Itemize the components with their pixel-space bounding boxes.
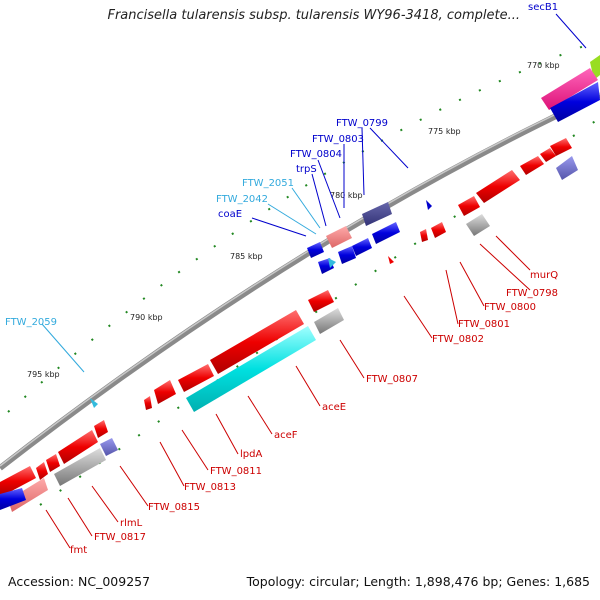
gene-navy [362,202,392,226]
label-FTW_0817: FTW_0817 [94,532,146,543]
gene-red-9 [178,364,214,392]
map-title: Francisella tularensis subsp. tularensis… [107,8,520,23]
gene-red-2 [520,156,544,175]
blue-marker-small [426,200,432,210]
gene-gray-3 [54,448,106,486]
label-FTW_0803: FTW_0803 [312,134,364,145]
gene-red-15 [0,466,36,496]
label-FTW_0813: FTW_0813 [184,482,236,493]
rna-feature-2 [90,398,98,408]
label-FTW_2051: FTW_2051 [242,178,294,189]
genome-backbone-highlight [0,92,600,467]
gene-purple-1 [556,156,578,180]
gene-magenta [541,68,598,110]
gene-red-16 [94,420,108,438]
kbp-tick-795: 795 kbp [27,370,60,379]
label-FTW_0815: FTW_0815 [148,502,200,513]
genome-summary-text: Topology: circular; Length: 1,898,476 bp… [246,574,590,589]
gene-pink [326,226,352,248]
gene-red-12 [58,430,98,464]
gene-red-long-1 [210,310,304,374]
label-FTW_0802: FTW_0802 [432,334,484,345]
gene-gray-1 [466,214,490,236]
kbp-tick-780: 780 kbp [330,191,363,200]
label-FTW_0811: FTW_0811 [210,466,262,477]
gene-pink-2 [8,478,48,512]
rna-feature-1 [328,258,336,268]
label-murQ: murQ [530,270,558,281]
gene-blue-1 [372,222,400,244]
label-FTW_0807: FTW_0807 [366,374,418,385]
gene-blue-3 [338,246,356,264]
label-lpdA: lpdA [240,449,262,460]
label-secB1: secB1 [528,2,558,13]
label-aceE: aceE [322,402,346,413]
genome-backbone [0,92,600,471]
kbp-ticks: 770 kbp 775 kbp 780 kbp 785 kbp 790 kbp … [27,61,560,379]
gene-blue-bottom [0,488,26,510]
gene-red-13 [46,454,60,472]
label-FTW_0799: FTW_0799 [336,118,388,129]
label-FTW_2059: FTW_2059 [5,317,57,328]
label-FTW_0801: FTW_0801 [458,319,510,330]
label-aceF: aceF [274,430,298,441]
label-fmt: fmt [70,545,87,556]
kbp-tick-775: 775 kbp [428,127,461,136]
forward-strand-features[interactable] [0,55,600,496]
kbp-tick-790: 790 kbp [130,313,163,322]
label-rlmL: rlmL [120,518,143,529]
gene-red-11 [144,396,152,410]
gene-secB1-region-green [590,55,600,80]
gene-blue-4 [307,242,324,258]
gene-purple-2 [100,438,118,456]
gene-red-8 [308,290,334,312]
gene-blue-top [550,82,600,122]
gene-gray-2 [314,308,344,334]
label-trpS: trpS [296,164,317,175]
gene-red-3 [540,148,556,162]
label-FTW_0798: FTW_0798 [506,288,558,299]
label-FTW_2042: FTW_2042 [216,194,268,205]
gene-blue-2 [352,238,372,256]
gene-red-7 [420,229,428,242]
gene-cyan-long [186,326,316,412]
gene-red-14 [36,462,48,480]
label-FTW_0800: FTW_0800 [484,302,536,313]
gene-red-1 [476,170,520,203]
reverse-strand-features[interactable] [0,156,578,512]
label-coaE: coaE [218,209,242,220]
kbp-tick-785: 785 kbp [230,252,263,261]
accession-text: Accession: NC_009257 [8,574,151,589]
gene-red-4 [550,138,572,156]
gene-red-6 [431,222,446,238]
gene-labels[interactable]: secB1 FTW_0799 FTW_0803 FTW_0804 trpS FT… [5,2,558,556]
leader-lines [41,13,587,549]
gene-red-10 [154,380,176,404]
red-marker-small [388,256,394,264]
label-FTW_0804: FTW_0804 [290,149,342,160]
gene-red-5 [458,196,480,216]
kbp-tick-770: 770 kbp [527,61,560,70]
